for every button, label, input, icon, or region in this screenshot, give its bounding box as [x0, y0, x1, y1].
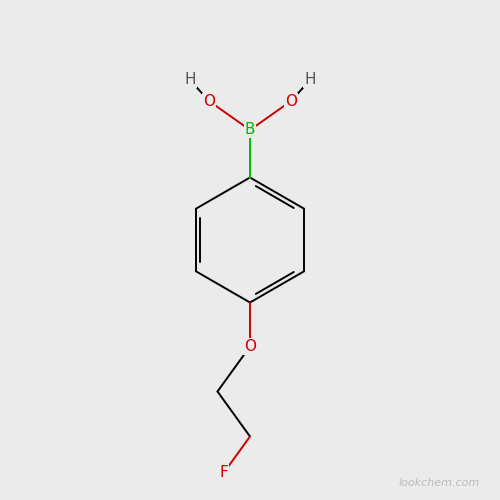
Text: lookchem.com: lookchem.com [399, 478, 480, 488]
Text: F: F [220, 465, 228, 480]
Text: O: O [203, 94, 215, 108]
Text: O: O [244, 339, 256, 354]
Text: B: B [245, 122, 256, 138]
Text: O: O [285, 94, 297, 108]
Text: H: H [184, 72, 196, 88]
Text: H: H [304, 72, 316, 88]
